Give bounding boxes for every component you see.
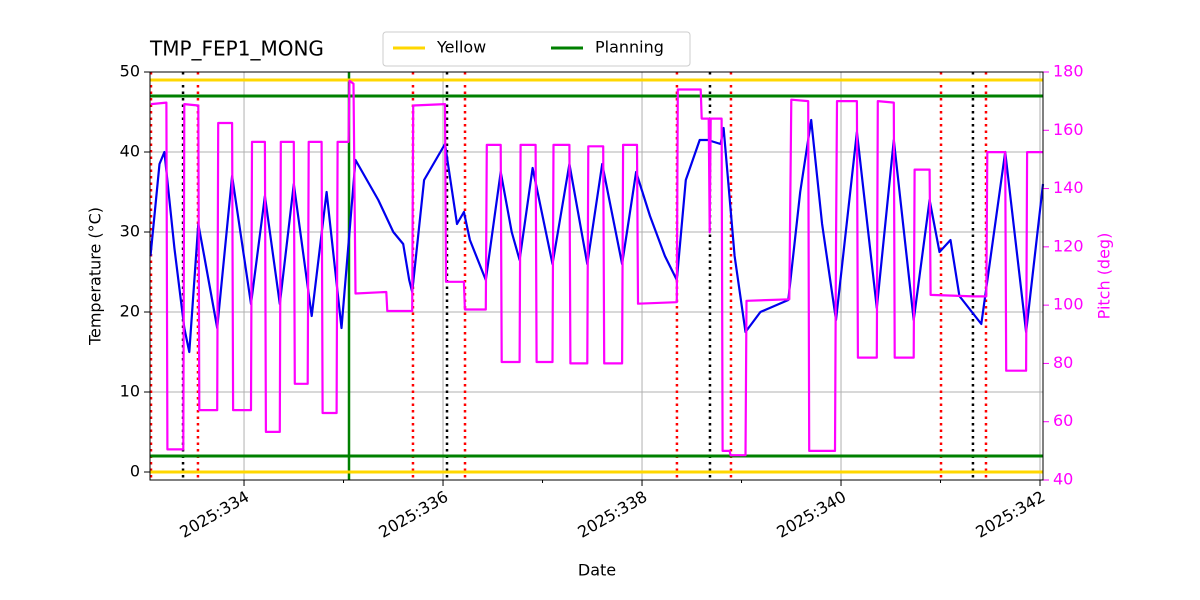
plot-frame bbox=[149, 71, 1044, 481]
legend-box bbox=[382, 31, 691, 67]
x-tick-label: 2025:342 bbox=[972, 487, 1048, 542]
y2-tick-label: 180 bbox=[1053, 62, 1084, 81]
y-tick-label: 40 bbox=[120, 142, 140, 161]
y2-tick-label: 120 bbox=[1053, 236, 1084, 255]
y2-tick-label: 80 bbox=[1053, 353, 1073, 372]
y2-tick-label: 60 bbox=[1053, 411, 1073, 430]
y-tick-label: 20 bbox=[120, 302, 140, 321]
data-line bbox=[150, 79, 1043, 457]
y-tick-label: 50 bbox=[120, 62, 140, 81]
y2-tick-label: 40 bbox=[1053, 470, 1073, 489]
y-tick-label: 30 bbox=[120, 222, 140, 241]
x-axis-label: Date bbox=[578, 561, 616, 580]
y2-tick-label: 140 bbox=[1053, 178, 1084, 197]
x-tick-label: 2025:338 bbox=[574, 487, 650, 542]
data-line bbox=[149, 118, 1045, 354]
x-tick-label: 2025:334 bbox=[176, 487, 252, 542]
chart-title: TMP_FEP1_MONG bbox=[149, 37, 324, 61]
legend-label: Yellow bbox=[436, 38, 486, 57]
y2-tick-label: 160 bbox=[1053, 120, 1084, 139]
x-tick-label: 2025:336 bbox=[375, 487, 451, 542]
legend-label: Planning bbox=[595, 38, 664, 57]
y-tick-label: 10 bbox=[120, 382, 140, 401]
y2-axis-label: Pitch (deg) bbox=[1095, 233, 1114, 320]
y2-tick-label: 100 bbox=[1053, 295, 1084, 314]
x-tick-label: 2025:340 bbox=[773, 487, 849, 542]
y-axis-label: Temperature (°C) bbox=[86, 207, 105, 346]
y-tick-label: 0 bbox=[130, 462, 140, 481]
